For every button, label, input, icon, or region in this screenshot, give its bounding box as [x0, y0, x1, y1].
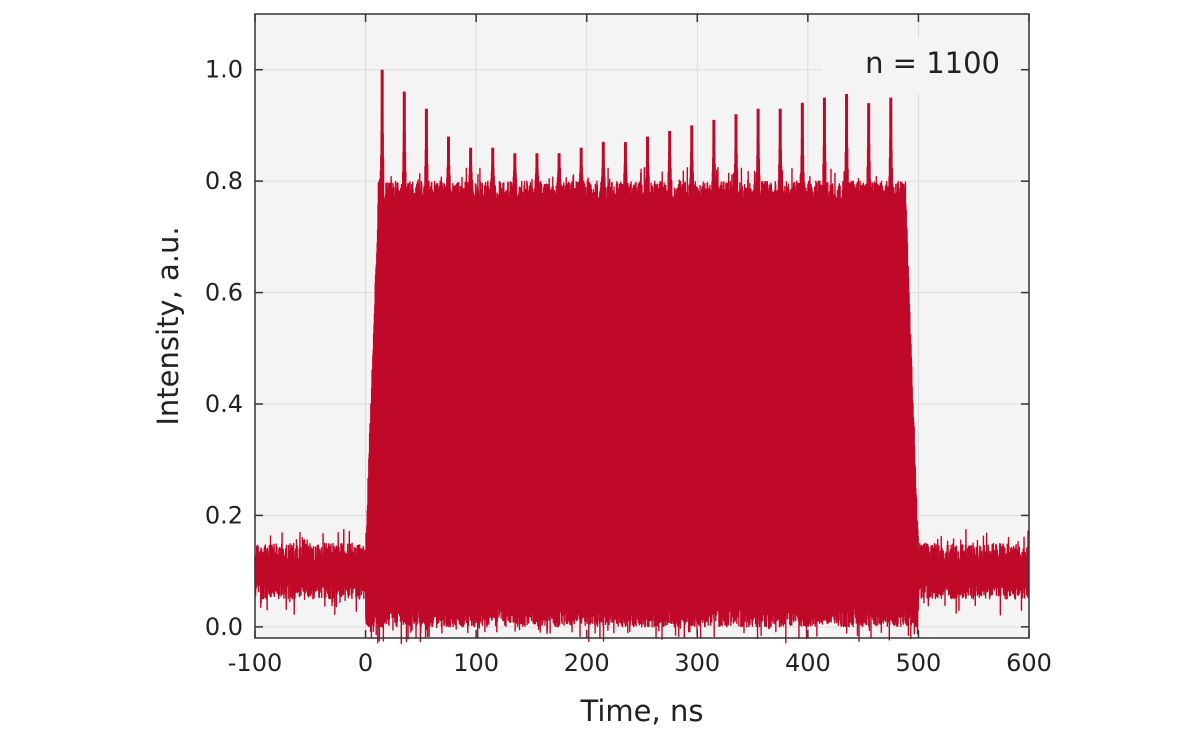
- tick-labels: -100 0 100 200 300 400 500 600 0.0 0.2 0.4 0.6 0.8 1.…: [205, 56, 1052, 677]
- y-axis-title: Intensity, a.u.: [151, 226, 185, 425]
- x-tick-label: 100: [453, 649, 499, 677]
- x-tick-label: 200: [564, 649, 610, 677]
- annotation-label: n = 1100: [865, 46, 1000, 80]
- x-tick-label: 400: [785, 649, 831, 677]
- ticks: [254, 14, 1030, 638]
- x-tick-label: 0: [358, 649, 373, 677]
- y-tick-label: 0.0: [205, 613, 243, 641]
- x-tick-label: 600: [1006, 649, 1052, 677]
- y-tick-label: 0.8: [205, 167, 243, 195]
- y-tick-label: 0.4: [205, 390, 243, 418]
- annotation-background: [822, 38, 1016, 94]
- series: [254, 69, 1030, 645]
- y-tick-label: 0.2: [205, 501, 243, 529]
- x-tick-label: 500: [896, 649, 942, 677]
- x-axis-title: Time, ns: [580, 694, 704, 728]
- x-tick-label: -100: [228, 649, 282, 677]
- plot-frame: [254, 13, 1030, 639]
- y-tick-label: 0.6: [205, 279, 243, 307]
- y-tick-label: 1.0: [205, 56, 243, 84]
- x-tick-label: 300: [674, 649, 720, 677]
- series-trace: [254, 80, 1030, 645]
